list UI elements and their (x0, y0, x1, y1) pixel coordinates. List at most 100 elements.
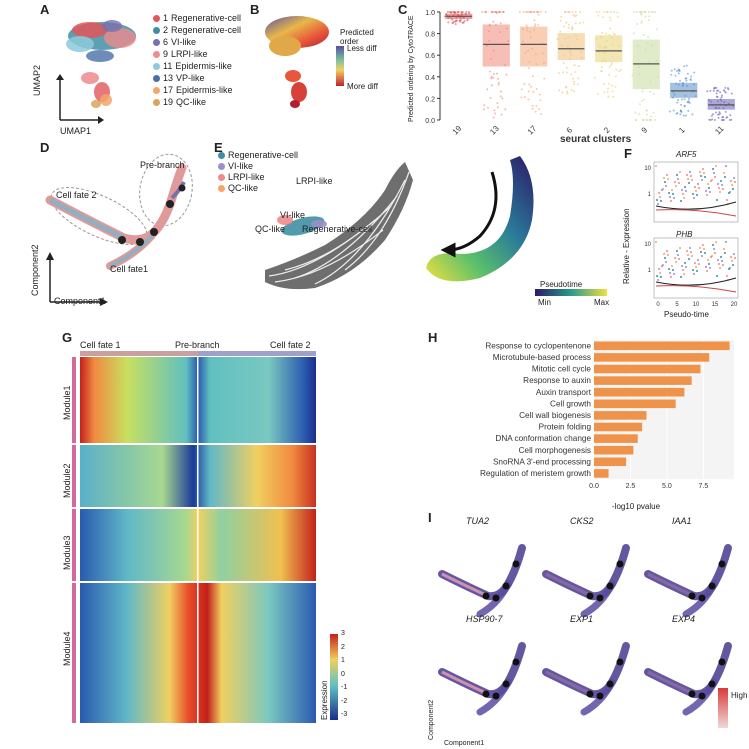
data-point (533, 19, 536, 22)
data-point (619, 68, 622, 71)
data-point (683, 197, 685, 199)
data-point (491, 11, 494, 13)
data-point (646, 119, 649, 121)
data-point (608, 16, 611, 19)
trajectory-highlight (545, 670, 593, 696)
data-point (638, 11, 641, 13)
data-point (565, 21, 568, 24)
data-point (537, 24, 540, 27)
y-tick-label: 10 (644, 242, 651, 248)
legend-cluster-name: VP-like (176, 73, 205, 83)
data-point (721, 94, 723, 97)
data-point (605, 11, 608, 13)
data-point (722, 264, 724, 266)
data-point (722, 89, 725, 92)
data-point (684, 77, 687, 80)
data-point (532, 90, 535, 93)
data-point (706, 270, 708, 272)
data-point (682, 269, 684, 271)
data-point (731, 184, 733, 186)
x-tick-label: 2 (602, 125, 612, 135)
data-point (458, 19, 461, 22)
data-point (577, 77, 580, 80)
data-point (718, 263, 720, 265)
data-point (691, 113, 694, 116)
data-point (465, 11, 468, 13)
data-point (610, 11, 612, 13)
data-point (520, 88, 523, 91)
data-point (730, 92, 733, 95)
legend-celltype-name: QC-like (228, 183, 259, 193)
data-point (702, 244, 704, 246)
data-point (525, 24, 528, 27)
data-point (689, 171, 691, 173)
legend-entry-cluster: 13 VP-like (153, 72, 258, 84)
data-point (647, 19, 650, 22)
data-point (695, 190, 697, 192)
data-point (535, 105, 538, 108)
x-tick-label: 13 (488, 124, 501, 137)
data-point (501, 97, 504, 100)
data-point (574, 71, 577, 74)
data-point (489, 97, 492, 100)
data-point (560, 15, 563, 18)
data-point (603, 82, 606, 85)
umap-axes-a (56, 74, 104, 124)
data-point (726, 199, 728, 201)
term-label: Auxin transport (536, 388, 592, 397)
label-pre-branch: Pre-branch (140, 160, 185, 170)
branch-node (718, 658, 726, 666)
branch-node (596, 594, 604, 602)
data-point (647, 11, 650, 13)
data-point (538, 108, 540, 111)
data-point (725, 165, 727, 167)
data-point (562, 62, 565, 65)
data-point (719, 191, 721, 193)
data-point (531, 104, 534, 107)
go-enrichment-bar: Response to cyclopentenone Microtubule-ba… (480, 340, 734, 490)
data-point (675, 261, 677, 263)
bar-term (594, 422, 643, 432)
box-2 (595, 35, 623, 63)
data-point (692, 193, 694, 195)
data-point (715, 111, 717, 114)
data-point (655, 165, 657, 167)
data-point (502, 11, 505, 13)
data-point (719, 267, 721, 269)
data-point (487, 106, 489, 109)
data-point (682, 114, 685, 117)
branch-node (492, 692, 500, 700)
data-point (729, 114, 732, 117)
data-point (693, 197, 695, 199)
data-point (527, 67, 530, 70)
branch-node (698, 594, 706, 602)
data-point (703, 248, 705, 250)
data-point (656, 199, 658, 201)
data-point (614, 75, 617, 78)
data-point (715, 165, 717, 167)
term-label: Cell growth (550, 399, 591, 408)
legend-celltype-name: VI-like (228, 161, 254, 171)
y-tick-label: 0.6 (425, 53, 435, 60)
data-point (496, 72, 498, 75)
expression-tick: 2 (341, 643, 345, 651)
module-label-4: Module4 (62, 631, 72, 666)
data-point (497, 83, 500, 86)
x-tick-label: 10 (693, 302, 700, 308)
data-point (712, 113, 714, 116)
data-point (674, 74, 677, 77)
data-point (497, 81, 500, 84)
bar-term (594, 469, 609, 478)
data-point (703, 172, 705, 174)
data-point (636, 22, 639, 25)
data-point (673, 273, 675, 275)
data-point (468, 12, 471, 15)
legend-cluster-name: Regenerative-cell (171, 13, 242, 23)
heatmap-branch-bar (80, 351, 316, 356)
box-6 (557, 33, 585, 61)
trajectory-highlight (545, 572, 593, 598)
data-point (683, 105, 686, 108)
pseudotime-max: Max (594, 298, 610, 307)
data-point (670, 200, 672, 202)
x-tick-label: 7.5 (699, 483, 709, 490)
